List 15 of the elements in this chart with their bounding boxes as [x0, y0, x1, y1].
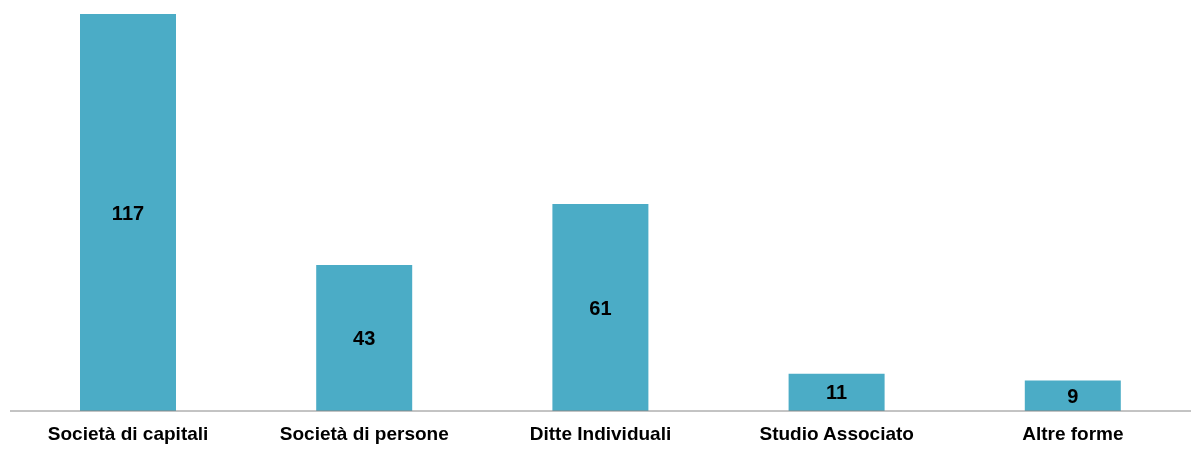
data-label: 61: [589, 296, 612, 319]
x-tick-label: Società di persone: [279, 423, 449, 445]
data-label: 117: [111, 201, 145, 224]
x-tick-label: Ditte Individuali: [529, 423, 672, 445]
data-label: 11: [826, 381, 848, 404]
data-label: 43: [353, 327, 376, 350]
data-label: 9: [1067, 384, 1079, 407]
bar: [316, 265, 413, 411]
x-tick-label: Società di capitali: [47, 423, 209, 445]
bar: [552, 204, 649, 411]
x-tick-label: Altre forme: [1022, 423, 1124, 445]
bar: [80, 14, 176, 411]
bar: [788, 373, 885, 411]
bar: [1024, 380, 1121, 411]
x-tick-label: Studio Associato: [759, 423, 914, 445]
